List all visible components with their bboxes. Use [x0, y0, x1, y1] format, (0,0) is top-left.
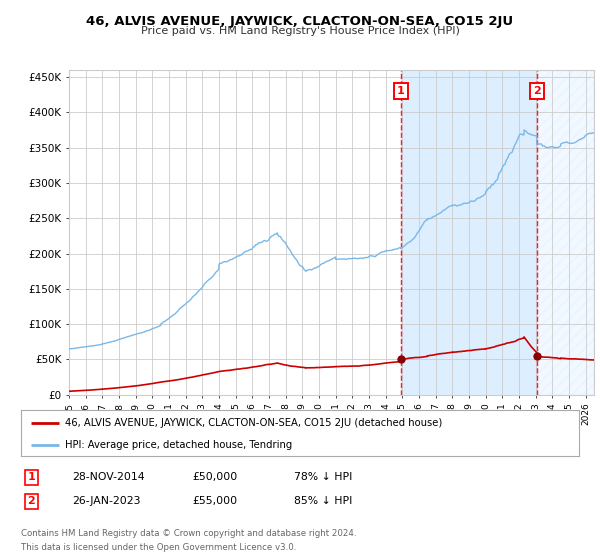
Bar — [537, 70, 594, 395]
Text: 28-NOV-2014: 28-NOV-2014 — [72, 472, 145, 482]
Text: 2: 2 — [533, 86, 541, 96]
Text: £50,000: £50,000 — [192, 472, 237, 482]
Text: This data is licensed under the Open Government Licence v3.0.: This data is licensed under the Open Gov… — [21, 543, 296, 552]
Text: 2: 2 — [28, 496, 35, 506]
Text: 46, ALVIS AVENUE, JAYWICK, CLACTON-ON-SEA, CO15 2JU: 46, ALVIS AVENUE, JAYWICK, CLACTON-ON-SE… — [86, 15, 514, 28]
Text: 46, ALVIS AVENUE, JAYWICK, CLACTON-ON-SEA, CO15 2JU (detached house): 46, ALVIS AVENUE, JAYWICK, CLACTON-ON-SE… — [65, 418, 442, 428]
Text: 78% ↓ HPI: 78% ↓ HPI — [294, 472, 352, 482]
Text: £55,000: £55,000 — [192, 496, 237, 506]
Text: 85% ↓ HPI: 85% ↓ HPI — [294, 496, 352, 506]
Text: Contains HM Land Registry data © Crown copyright and database right 2024.: Contains HM Land Registry data © Crown c… — [21, 529, 356, 538]
Text: 1: 1 — [28, 472, 35, 482]
Text: 1: 1 — [397, 86, 405, 96]
Text: 26-JAN-2023: 26-JAN-2023 — [72, 496, 140, 506]
Bar — [401, 70, 537, 395]
Text: HPI: Average price, detached house, Tendring: HPI: Average price, detached house, Tend… — [65, 440, 292, 450]
Text: Price paid vs. HM Land Registry's House Price Index (HPI): Price paid vs. HM Land Registry's House … — [140, 26, 460, 36]
